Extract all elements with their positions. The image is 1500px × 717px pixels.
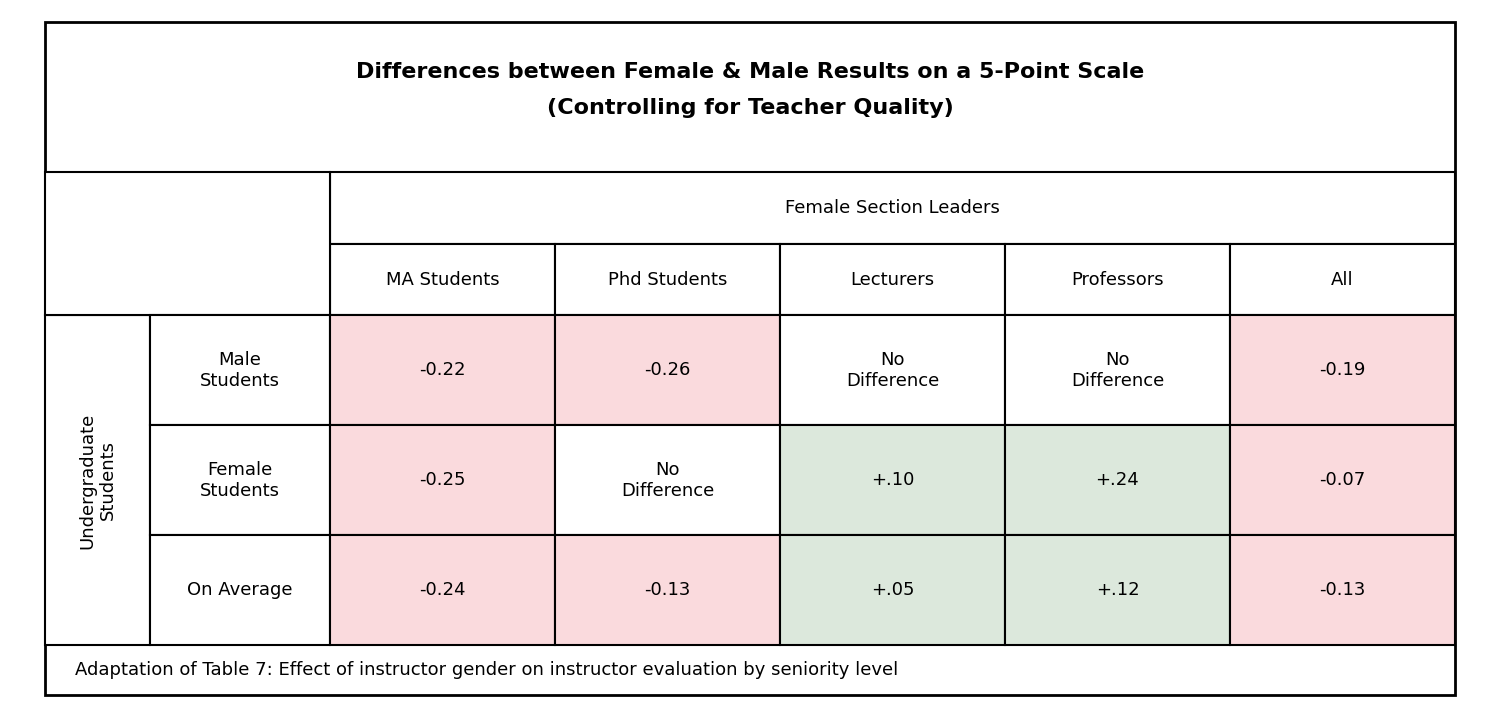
Text: +.05: +.05 [870, 581, 913, 599]
FancyBboxPatch shape [45, 315, 150, 645]
Text: Undergraduate
Students: Undergraduate Students [78, 412, 117, 549]
Text: +.12: +.12 [1095, 581, 1140, 599]
Text: Differences between Female & Male Results on a 5-Point Scale: Differences between Female & Male Result… [356, 62, 1144, 82]
FancyBboxPatch shape [555, 425, 780, 536]
Text: Female Section Leaders: Female Section Leaders [784, 199, 1000, 217]
Text: Female
Students: Female Students [200, 461, 280, 500]
FancyBboxPatch shape [150, 315, 330, 425]
Text: -0.19: -0.19 [1320, 361, 1365, 379]
FancyBboxPatch shape [780, 425, 1005, 536]
Text: MA Students: MA Students [386, 270, 500, 289]
Text: -0.22: -0.22 [419, 361, 465, 379]
FancyBboxPatch shape [1005, 315, 1230, 425]
Text: -0.24: -0.24 [419, 581, 465, 599]
FancyBboxPatch shape [780, 315, 1005, 425]
FancyBboxPatch shape [780, 244, 1005, 315]
FancyBboxPatch shape [150, 425, 330, 536]
Text: -0.25: -0.25 [419, 471, 465, 490]
FancyBboxPatch shape [45, 172, 330, 315]
FancyBboxPatch shape [1005, 244, 1230, 315]
Text: Phd Students: Phd Students [608, 270, 728, 289]
FancyBboxPatch shape [1230, 244, 1455, 315]
Text: All: All [1330, 270, 1354, 289]
FancyBboxPatch shape [555, 244, 780, 315]
FancyBboxPatch shape [1005, 425, 1230, 536]
Text: No
Difference: No Difference [846, 351, 939, 390]
Text: Adaptation of Table 7: Effect of instructor gender on instructor evaluation by s: Adaptation of Table 7: Effect of instruc… [75, 661, 898, 680]
Text: No
Difference: No Difference [621, 461, 714, 500]
FancyBboxPatch shape [330, 536, 555, 645]
Text: Professors: Professors [1071, 270, 1164, 289]
Text: -0.13: -0.13 [1320, 581, 1365, 599]
FancyBboxPatch shape [330, 425, 555, 536]
FancyBboxPatch shape [1230, 425, 1455, 536]
Text: -0.13: -0.13 [645, 581, 690, 599]
FancyBboxPatch shape [1230, 536, 1455, 645]
FancyBboxPatch shape [555, 315, 780, 425]
Text: No
Difference: No Difference [1071, 351, 1164, 390]
Text: Lecturers: Lecturers [850, 270, 934, 289]
FancyBboxPatch shape [555, 536, 780, 645]
Text: -0.07: -0.07 [1320, 471, 1365, 490]
FancyBboxPatch shape [330, 244, 555, 315]
Text: +.10: +.10 [871, 471, 913, 490]
Text: Male
Students: Male Students [200, 351, 280, 390]
FancyBboxPatch shape [330, 315, 555, 425]
Text: +.24: +.24 [1095, 471, 1140, 490]
FancyBboxPatch shape [150, 536, 330, 645]
FancyBboxPatch shape [1005, 536, 1230, 645]
FancyBboxPatch shape [780, 536, 1005, 645]
Text: -0.26: -0.26 [645, 361, 690, 379]
Text: (Controlling for Teacher Quality): (Controlling for Teacher Quality) [546, 98, 954, 118]
FancyBboxPatch shape [45, 22, 1455, 695]
FancyBboxPatch shape [1230, 315, 1455, 425]
Text: On Average: On Average [188, 581, 292, 599]
FancyBboxPatch shape [330, 172, 1455, 244]
